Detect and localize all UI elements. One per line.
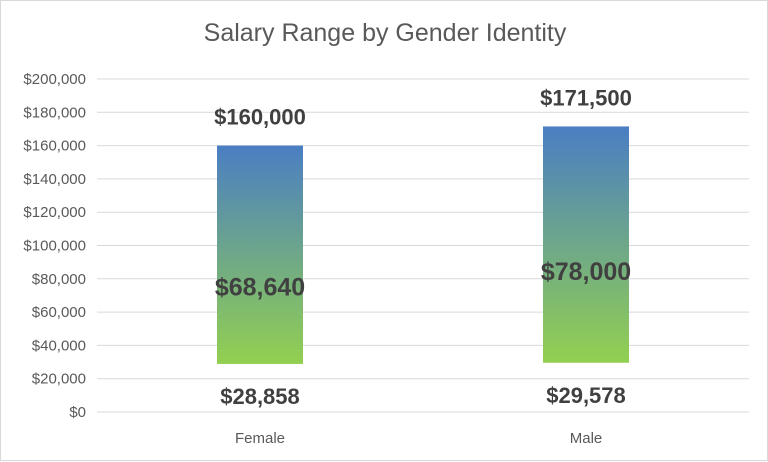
category-label: Male	[570, 430, 603, 447]
y-tick-label: $20,000	[32, 371, 86, 388]
y-tick-label: $180,000	[23, 104, 86, 121]
median-label: $78,000	[541, 258, 631, 286]
y-tick-label: $60,000	[32, 304, 86, 321]
chart-title: Salary Range by Gender Identity	[203, 19, 567, 47]
y-tick-label: $40,000	[32, 337, 86, 354]
median-label: $68,640	[215, 274, 305, 302]
y-tick-label: $120,000	[23, 204, 86, 221]
category-label: Female	[235, 430, 285, 447]
bar-male	[543, 126, 629, 363]
y-tick-label: $140,000	[23, 171, 86, 188]
y-tick-label: $100,000	[23, 238, 86, 255]
max-label: $160,000	[214, 105, 306, 130]
bar-female	[217, 145, 303, 364]
max-label: $171,500	[540, 85, 632, 110]
min-label: $28,858	[220, 384, 300, 409]
min-label: $29,578	[546, 383, 626, 408]
y-tick-label: $0	[69, 404, 86, 421]
y-tick-label: $80,000	[32, 271, 86, 288]
y-tick-label: $160,000	[23, 138, 86, 155]
y-tick-label: $200,000	[23, 71, 86, 88]
